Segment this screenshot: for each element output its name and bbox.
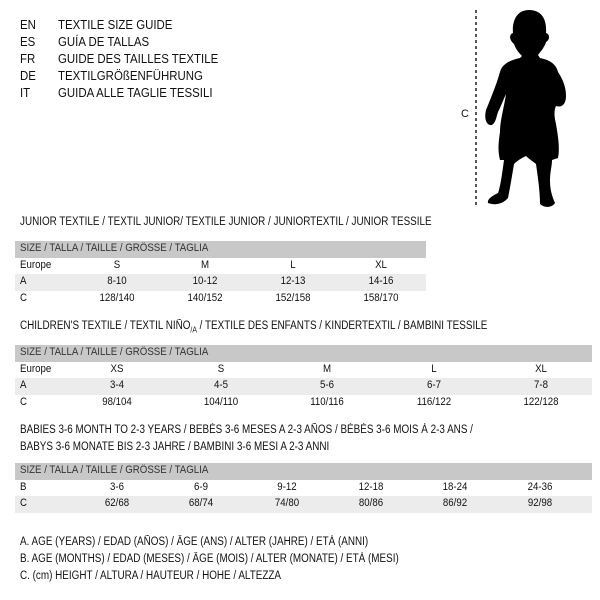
guide-title: TEXTILE SIZE GUIDE [58,17,173,32]
table-cell: 4-5 [214,379,228,391]
row-label: Europe [20,258,52,271]
table-row: A 8-10 10-12 12-13 14-16 [15,274,426,291]
table-row: B 3-6 6-9 9-12 12-18 18-24 24-36 [15,480,592,497]
babies-section-title-line2: BABYS 3-6 MONATE BIS 2-3 JAHRE / BAMBINI… [20,441,330,453]
row-label: C [20,395,27,408]
table-cell: L [431,362,437,375]
guide-title: TEXTILGRÖßENFÜHRUNG [58,68,203,83]
junior-size-table: SIZE / TALLA / TAILLE / GRÖSSE / TAGLIA … [15,241,426,307]
table-row: A 3-4 4-5 5-6 6-7 7-8 [15,378,592,395]
size-header-row: SIZE / TALLA / TAILLE / GRÖSSE / TAGLIA [15,241,426,258]
table-cell: 3-4 [110,379,124,391]
child-silhouette-icon [485,10,566,207]
table-cell: 14-16 [368,275,394,287]
table-cell: 10-12 [192,275,218,287]
table-cell: 6-7 [427,379,441,391]
table-cell: M [200,258,210,271]
table-cell: 158/170 [363,291,399,304]
table-cell: 9-12 [277,480,297,493]
table-cell: 6-9 [194,480,208,493]
table-row: C 62/68 68/74 74/80 80/86 86/92 92/98 [15,496,592,513]
child-silhouette-figure [475,10,566,207]
table-cell: S [113,258,121,271]
table-cell: 92/98 [527,497,553,509]
lang-code: DE [20,68,36,83]
table-cell: 7-8 [534,379,548,391]
table-cell: 98/104 [102,395,132,408]
table-cell: XL [375,258,387,271]
children-size-table: SIZE / TALLA / TAILLE / GRÖSSE / TAGLIA … [15,345,592,411]
lang-code: FR [20,51,36,66]
row-label: A [20,275,27,287]
table-cell: 80/86 [358,497,384,509]
table-cell: 116/122 [416,395,452,408]
babies-size-table: SIZE / TALLA / TAILLE / GRÖSSE / TAGLIA … [15,463,592,513]
table-cell: 12-13 [280,275,306,287]
guide-title: GUÍA DE TALLAS [58,34,150,49]
table-row: C 98/104 104/110 110/116 116/122 122/128 [15,395,592,412]
babies-section-title-line1: BABIES 3-6 MONTH TO 2-3 YEARS / BEBÉS 3-… [20,424,473,436]
row-label: A [20,379,27,391]
table-cell: 5-6 [320,379,334,391]
size-header: SIZE / TALLA / TAILLE / GRÖSSE / TAGLIA [20,242,209,254]
table-cell: L [290,258,296,271]
guide-title: GUIDA ALLE TAGLIE TESSILI [58,85,213,100]
table-cell: 74/80 [274,497,300,509]
lang-code: ES [20,34,36,49]
title-text: CHILDREN'S TEXTILE / TEXTIL NIÑO [20,320,191,332]
table-row: C 128/140 140/152 152/158 158/170 [15,291,426,308]
legend-item-a: A. AGE (YEARS) / EDAD (AÑOS) / ÂGE (ANS)… [20,536,369,548]
row-label: C [20,291,27,304]
size-header-row: SIZE / TALLA / TAILLE / GRÖSSE / TAGLIA [15,345,592,362]
table-cell: 104/110 [203,395,239,408]
table-cell: 24-36 [527,480,553,493]
table-cell: 128/140 [99,291,135,304]
height-label: C [461,108,469,120]
title-subscript: /A [190,325,197,335]
size-header-row: SIZE / TALLA / TAILLE / GRÖSSE / TAGLIA [15,463,592,480]
table-row: Europe S M L XL [15,258,426,275]
table-cell: 62/68 [104,497,130,509]
table-cell: 18-24 [442,480,468,493]
title-text: / TEXTILE DES ENFANTS / KINDERTEXTIL / B… [196,320,488,332]
children-section-title: CHILDREN'S TEXTILE / TEXTIL NIÑO/A / TEX… [20,320,487,334]
size-header: SIZE / TALLA / TAILLE / GRÖSSE / TAGLIA [20,346,209,358]
table-cell: 8-10 [107,275,127,287]
row-label: C [20,497,27,509]
table-cell: 86/92 [442,497,468,509]
legend-item-c: C. (cm) HEIGHT / ALTURA / HAUTEUR / HÖHE… [20,570,282,582]
row-label: B [20,480,27,493]
legend-item-b: B. AGE (MONTHS) / EDAD (MESES) / ÂGE (MO… [20,553,399,565]
table-cell: S [217,362,225,375]
size-header: SIZE / TALLA / TAILLE / GRÖSSE / TAGLIA [20,464,209,476]
guide-title: GUIDE DES TAILLES TEXTILE [58,51,219,66]
table-cell: XL [535,362,547,375]
lang-code: IT [20,85,31,100]
table-cell: 110/116 [310,395,344,408]
table-cell: 140/152 [187,291,223,304]
row-label: Europe [20,362,52,375]
table-cell: 122/128 [523,395,559,408]
junior-section-title: JUNIOR TEXTILE / TEXTIL JUNIOR/ TEXTILE … [20,216,432,228]
table-cell: 12-18 [358,480,384,493]
table-cell: 152/158 [275,291,311,304]
table-cell: XS [110,362,124,375]
lang-code: EN [20,17,36,32]
table-cell: 68/74 [188,497,214,509]
table-cell: 3-6 [110,480,124,493]
table-cell: M [322,362,332,375]
table-row: Europe XS S M L XL [15,362,592,379]
